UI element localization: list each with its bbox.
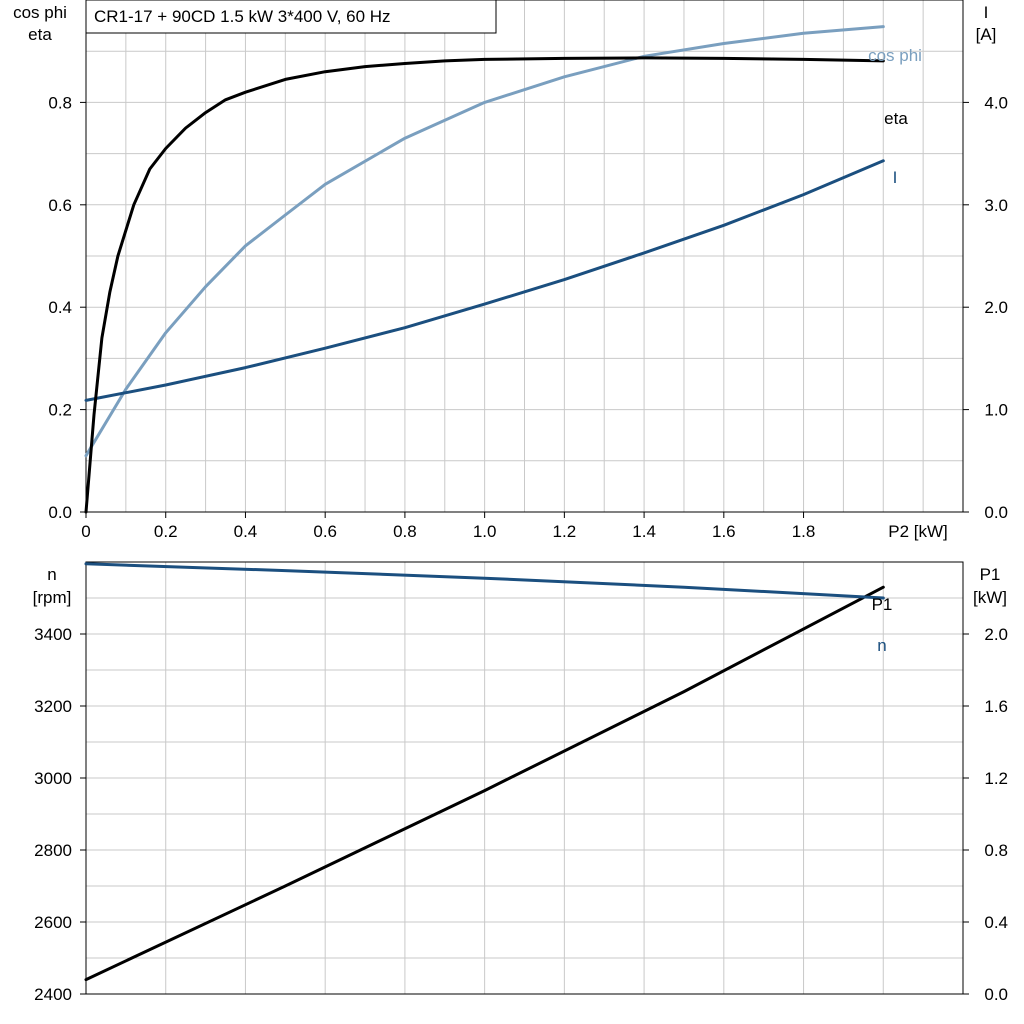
x-tick-label: 1.6: [712, 522, 736, 541]
bottom-curves: [84, 562, 885, 982]
bottom-right-axis-label-p1: P1: [980, 565, 1001, 584]
top-left-y-tick-label: 0.2: [48, 401, 72, 420]
bottom-left-y-tick-label: 2400: [34, 985, 72, 1004]
top-right-y-tick-label: 4.0: [984, 93, 1008, 112]
bottom-right-axis-label-unit: [kW]: [973, 588, 1007, 607]
top-grid: [86, 0, 963, 512]
top-left-y-tick-label: 0.0: [48, 503, 72, 522]
bottom-right-y-tick-label: 2.0: [984, 625, 1008, 644]
top-left-axis-label-eta: eta: [28, 25, 52, 44]
x-axis-label-p2: P2 [kW]: [888, 522, 948, 541]
x-tick-label: 0: [81, 522, 90, 541]
series-label-cosphi: cos phi: [868, 46, 922, 65]
bottom-grid: [86, 562, 963, 994]
series-line-cos-phi: [84, 25, 885, 458]
x-tick-label: 0.4: [234, 522, 258, 541]
bottom-right-y-tick-label: 1.2: [984, 769, 1008, 788]
bottom-left-y-tick-label: 3200: [34, 697, 72, 716]
top-right-y-tick-label: 3.0: [984, 196, 1008, 215]
bottom-left-y-tick-label: 3400: [34, 625, 72, 644]
top-curves: [84, 25, 885, 514]
bottom-right-y-tick-label: 1.6: [984, 697, 1008, 716]
top-ticks: 0 0.2 0.4 0.6 0.8 1.0 1.2 1.4 1.6 1.8 0.0 0.2 0.4 0.6…: [48, 93, 1008, 541]
top-left-y-tick-label: 0.8: [48, 93, 72, 112]
top-left-axis-label-cosphi: cos phi: [13, 3, 67, 22]
series-line-i: [84, 159, 885, 402]
bottom-ticks: 2400 2600 2800 3000 3200 3400 0.0 0.4 0.8 1.2 1.6 2…: [34, 625, 1008, 1004]
top-right-y-tick-label: 2.0: [984, 298, 1008, 317]
top-left-y-tick-label: 0.6: [48, 196, 72, 215]
x-tick-label: 1.8: [792, 522, 816, 541]
x-tick-label: 1.0: [473, 522, 497, 541]
bottom-left-y-tick-label: 2600: [34, 913, 72, 932]
chart-title: CR1-17 + 90CD 1.5 kW 3*400 V, 60 Hz: [94, 7, 391, 26]
top-right-axis-label-unit: [A]: [976, 25, 997, 44]
bottom-left-axis-label-unit: [rpm]: [33, 588, 72, 607]
top-panel: 0 0.2 0.4 0.6 0.8 1.0 1.2 1.4 1.6 1.8 0.0 0.2 0.4 0.6…: [13, 0, 1008, 541]
series-label-eta: eta: [884, 109, 908, 128]
series-line-eta: [84, 56, 885, 514]
top-plot-frame: [85, 0, 964, 513]
series-line-p1: [84, 585, 885, 982]
x-tick-label: 1.4: [632, 522, 656, 541]
series-label-p1: P1: [872, 595, 893, 614]
bottom-left-axis-label-n: n: [47, 565, 56, 584]
top-right-y-tick-label: 0.0: [984, 503, 1008, 522]
x-tick-label: 1.2: [553, 522, 577, 541]
bottom-left-y-tick-label: 3000: [34, 769, 72, 788]
x-tick-label: 0.8: [393, 522, 417, 541]
x-tick-label: 0.6: [313, 522, 337, 541]
bottom-right-y-tick-label: 0.8: [984, 841, 1008, 860]
series-label-n: n: [877, 636, 886, 655]
top-left-y-tick-label: 0.4: [48, 298, 72, 317]
x-tick-label: 0.2: [154, 522, 178, 541]
bottom-left-y-tick-label: 2800: [34, 841, 72, 860]
chart-title-box: [85, 0, 497, 34]
series-line-n: [84, 562, 885, 600]
top-right-y-tick-label: 1.0: [984, 401, 1008, 420]
series-label-i: I: [893, 168, 898, 187]
bottom-panel: 2400 2600 2800 3000 3200 3400 0.0 0.4 0.8 1.2 1.6 2…: [33, 561, 1008, 1004]
top-right-axis-label-i: I: [984, 3, 989, 22]
bottom-right-y-tick-label: 0.0: [984, 985, 1008, 1004]
bottom-right-y-tick-label: 0.4: [984, 913, 1008, 932]
